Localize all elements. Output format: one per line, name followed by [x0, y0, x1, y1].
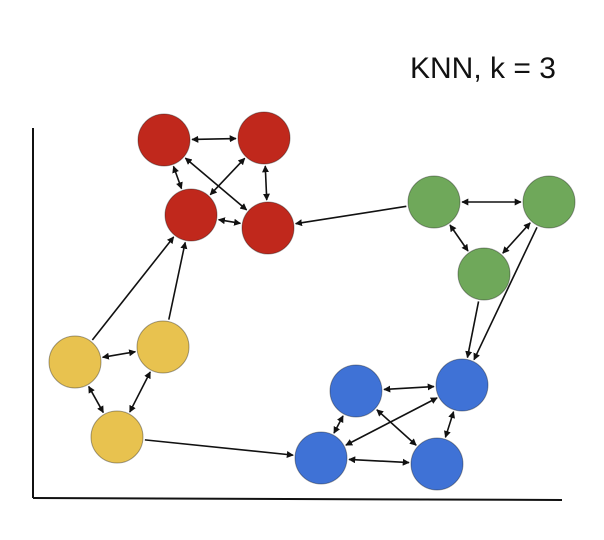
node-red-r4: [241, 201, 295, 255]
edge-y1-y3: [87, 385, 105, 414]
nodes-layer: [48, 111, 576, 491]
node-yellow-y2: [136, 320, 190, 374]
edge-r1-r2: [191, 135, 237, 143]
node-green-g1: [407, 175, 461, 229]
edge-r3-r4: [217, 217, 242, 226]
node-blue-b4: [410, 437, 464, 491]
edge-b3-b4: [348, 456, 410, 466]
edge-y1-r3: [91, 236, 175, 341]
node-yellow-y3: [90, 410, 144, 464]
node-red-r1: [137, 113, 191, 167]
node-green-g2: [522, 175, 576, 229]
edge-y2-y3: [129, 371, 151, 413]
node-blue-b3: [294, 431, 348, 485]
x-axis: [32, 497, 563, 501]
edge-g3-b2: [465, 301, 480, 359]
edge-r2-r4: [262, 165, 270, 201]
edge-g1-g3: [449, 224, 469, 252]
edge-r2-r3: [209, 157, 246, 196]
node-green-g3: [457, 247, 511, 301]
node-red-r2: [237, 111, 291, 165]
edge-r1-r3: [172, 165, 183, 190]
edge-b2-b4: [444, 411, 455, 438]
edge-y3-b3: [144, 439, 294, 458]
edge-b1-b2: [383, 383, 435, 393]
edge-b1-b4: [376, 409, 417, 446]
edge-b1-b3: [333, 415, 344, 434]
edge-b2-b3: [345, 397, 438, 446]
node-blue-b2: [435, 358, 489, 412]
node-blue-b1: [329, 364, 383, 418]
edges-layer: [87, 135, 538, 466]
edge-g1-r4: [294, 205, 407, 227]
edge-g2-g3: [502, 222, 531, 254]
node-yellow-y1: [48, 335, 102, 389]
edge-y2-r3: [168, 241, 188, 320]
node-red-r3: [164, 188, 218, 242]
edge-y1-y2: [101, 349, 137, 360]
diagram-title: KNN, k = 3: [410, 52, 556, 85]
edge-g2-b2: [473, 226, 538, 361]
